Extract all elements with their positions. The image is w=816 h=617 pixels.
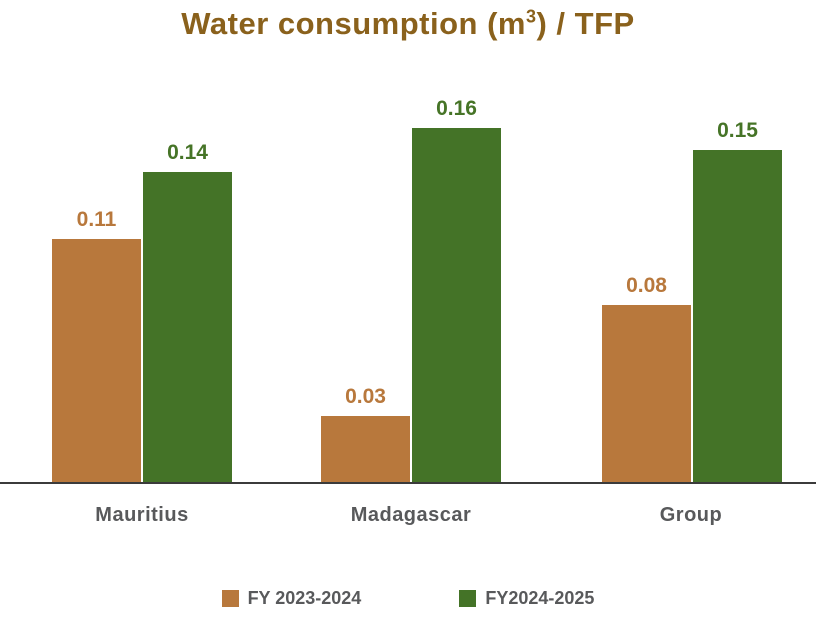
bar-value-label: 0.03 — [345, 385, 386, 408]
bar-mauritius-fy2023-2024 — [52, 239, 141, 482]
legend-label: FY 2023-2024 — [247, 588, 362, 608]
legend-item-fy2024-2025: FY2024-2025 — [459, 588, 594, 609]
chart-legend: FY 2023-2024 FY2024-2025 — [0, 588, 816, 609]
x-axis-label-madagascar: Madagascar — [350, 504, 472, 526]
bar-value-label: 0.08 — [626, 274, 667, 297]
bar-value-label: 0.11 — [76, 208, 117, 231]
legend-item-fy2023-2024: FY 2023-2024 — [221, 588, 362, 609]
x-axis-label-mauritius: Mauritius — [95, 504, 189, 526]
bar-madagascar-fy2023-2024 — [321, 416, 410, 482]
bar-group-fy2023-2024 — [602, 305, 691, 482]
legend-swatch-orange — [221, 590, 239, 607]
plot-area: 0.11 0.14 0.03 0.16 0.08 — [0, 86, 816, 484]
chart-title-prefix: Water consumption (m — [181, 6, 526, 41]
legend-label: FY2024-2025 — [485, 588, 595, 608]
bar-group-madagascar: 0.03 0.16 — [321, 97, 501, 482]
bar-mauritius-fy2024-2025 — [143, 172, 232, 482]
bar-column: 0.03 — [321, 385, 410, 482]
x-axis-labels: Mauritius Madagascar Group — [0, 504, 816, 534]
bar-group-fy2024-2025 — [693, 150, 782, 482]
bar-column: 0.16 — [412, 97, 501, 482]
bar-column: 0.14 — [143, 141, 232, 482]
legend-swatch-green — [459, 590, 477, 607]
bar-column: 0.15 — [693, 119, 782, 482]
chart-title-suffix: ) / TFP — [536, 6, 635, 41]
chart-title: Water consumption (m3) / TFP — [0, 6, 816, 42]
bar-group-mauritius: 0.11 0.14 — [52, 141, 232, 482]
bar-value-label: 0.15 — [717, 119, 758, 142]
bar-column: 0.08 — [602, 274, 691, 482]
bar-madagascar-fy2024-2025 — [412, 128, 501, 482]
bar-value-label: 0.16 — [436, 97, 477, 120]
bar-column: 0.11 — [52, 208, 141, 482]
x-axis-label-group: Group — [659, 504, 723, 526]
chart-title-superscript: 3 — [525, 6, 537, 27]
bar-group-group: 0.08 0.15 — [602, 119, 782, 482]
bar-value-label: 0.14 — [167, 141, 208, 164]
